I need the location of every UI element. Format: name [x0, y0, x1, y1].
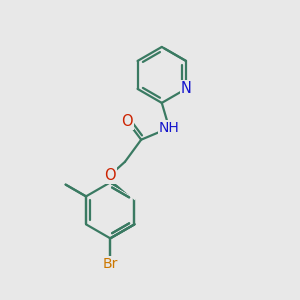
- Text: O: O: [121, 114, 133, 129]
- Text: O: O: [104, 167, 116, 182]
- Text: O: O: [121, 114, 133, 129]
- Text: NH: NH: [159, 121, 179, 135]
- Text: N: N: [181, 81, 191, 96]
- Text: O: O: [104, 167, 116, 182]
- Text: NH: NH: [159, 121, 179, 135]
- Text: N: N: [181, 81, 191, 96]
- Text: Br: Br: [103, 257, 118, 271]
- Text: Br: Br: [103, 257, 118, 271]
